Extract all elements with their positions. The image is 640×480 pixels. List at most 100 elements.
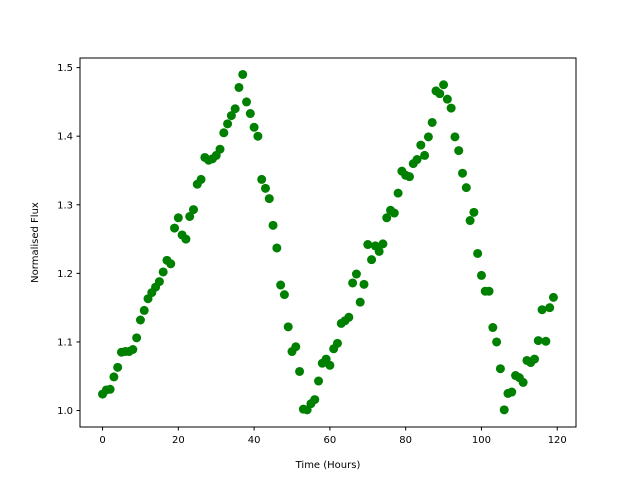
data-point	[128, 345, 138, 354]
data-point	[113, 362, 123, 372]
data-point	[314, 376, 324, 386]
x-tick-label: 40	[248, 435, 261, 446]
data-point	[492, 337, 502, 347]
data-point	[454, 146, 464, 156]
data-point	[450, 132, 460, 142]
data-point	[488, 323, 498, 333]
data-point	[393, 188, 403, 198]
data-point	[173, 213, 183, 223]
data-point	[291, 342, 301, 352]
data-point	[439, 80, 449, 90]
data-point	[196, 174, 206, 184]
y-tick-label: 1.0	[57, 406, 73, 417]
data-point	[378, 239, 388, 249]
y-tick-label: 1.2	[57, 269, 73, 280]
data-point	[253, 131, 263, 141]
y-axis: 1.0 1.1 1.2 1.3 1.4 1.5	[57, 63, 80, 417]
data-point	[507, 387, 517, 397]
data-point	[135, 315, 145, 325]
data-point	[238, 69, 248, 79]
data-point	[105, 384, 115, 394]
data-point	[404, 172, 414, 182]
data-points	[98, 69, 558, 415]
data-point	[139, 305, 149, 315]
data-point	[249, 122, 259, 132]
data-point	[181, 234, 191, 244]
data-point	[469, 207, 479, 217]
data-point	[420, 150, 430, 160]
data-point	[215, 144, 225, 154]
data-point	[283, 322, 293, 332]
data-point	[226, 111, 236, 121]
data-point	[499, 405, 509, 415]
y-tick-label: 1.4	[57, 132, 73, 143]
data-point	[416, 140, 426, 150]
y-axis-label: Normalised Flux	[30, 202, 41, 283]
data-point	[484, 286, 494, 296]
x-tick-label: 80	[399, 435, 412, 446]
data-point	[435, 89, 445, 99]
data-point	[537, 305, 547, 315]
x-axis-label: Time (Hours)	[295, 460, 361, 471]
data-point	[242, 97, 252, 107]
data-point	[268, 220, 278, 230]
data-point	[389, 208, 399, 218]
data-point	[185, 211, 195, 221]
data-point	[495, 364, 505, 374]
data-point	[348, 278, 358, 288]
data-point	[367, 255, 377, 265]
x-axis: 0 20 40 60 80 100 120	[99, 427, 567, 446]
x-tick-label: 120	[548, 435, 567, 446]
y-tick-label: 1.5	[57, 63, 73, 74]
data-point	[332, 338, 342, 348]
data-point	[359, 279, 369, 289]
data-point	[158, 267, 168, 277]
data-point	[154, 277, 164, 287]
data-point	[427, 117, 437, 127]
data-point	[355, 297, 365, 307]
data-point	[461, 183, 471, 193]
x-tick-label: 20	[172, 435, 185, 446]
x-tick-label: 60	[324, 435, 337, 446]
data-point	[473, 248, 483, 258]
data-point	[382, 213, 392, 223]
data-point	[223, 119, 233, 129]
data-point	[310, 395, 320, 405]
data-point	[245, 109, 255, 119]
data-point	[374, 246, 384, 256]
data-point	[188, 205, 198, 215]
data-point	[170, 223, 180, 233]
data-point	[344, 312, 354, 322]
data-point	[541, 336, 551, 346]
data-point	[548, 292, 558, 302]
data-point	[518, 377, 528, 387]
data-point	[533, 336, 543, 346]
y-tick-label: 1.1	[57, 337, 73, 348]
data-point	[109, 372, 119, 382]
x-tick-label: 100	[472, 435, 491, 446]
data-point	[272, 243, 282, 253]
data-point	[446, 103, 456, 113]
data-point	[545, 303, 555, 313]
y-tick-label: 1.3	[57, 200, 73, 211]
data-point	[325, 360, 335, 370]
plot-frame	[79, 57, 577, 428]
data-point	[363, 240, 373, 250]
x-tick-label: 0	[99, 435, 105, 446]
data-point	[166, 259, 176, 269]
data-point	[132, 333, 142, 343]
data-point	[260, 183, 270, 193]
data-point	[465, 216, 475, 226]
data-point	[257, 174, 267, 184]
data-point	[476, 270, 486, 280]
data-point	[234, 82, 244, 92]
data-point	[219, 128, 229, 138]
data-point	[442, 94, 452, 104]
data-point	[279, 290, 289, 300]
data-point	[458, 168, 468, 178]
data-point	[351, 269, 361, 279]
data-point	[264, 194, 274, 204]
data-point	[295, 366, 305, 376]
data-point	[276, 280, 286, 290]
